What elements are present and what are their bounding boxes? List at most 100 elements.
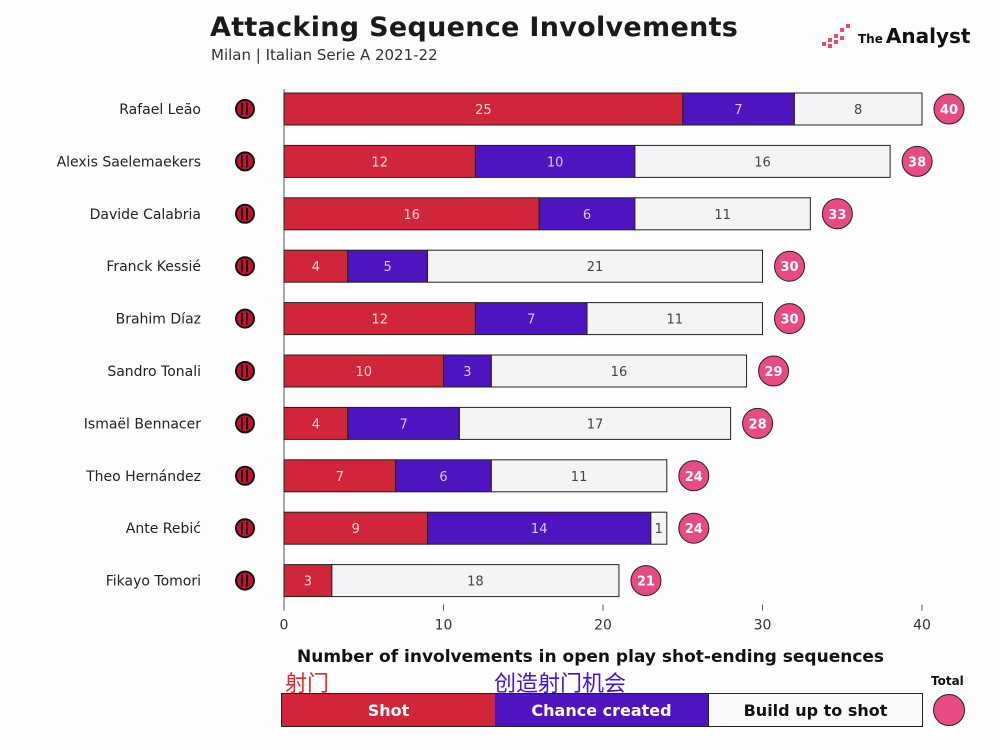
bar-segment-buildup — [650, 511, 668, 545]
club-crest-stripe — [241, 207, 243, 220]
total-value-label: 29 — [765, 365, 783, 380]
total-value-label: 33 — [828, 208, 846, 223]
bar-segment-shot — [283, 406, 349, 440]
bar-segment-buildup — [793, 92, 923, 126]
x-tick-label: 0 — [280, 618, 289, 634]
bar-segment-shot — [283, 354, 444, 388]
shot-annotation: 射门 — [285, 672, 330, 697]
bar-segment-shot — [283, 564, 333, 598]
bar-segment-chance — [474, 302, 588, 336]
bar-value-label: 9 — [352, 522, 360, 537]
player-label: Rafael Leão — [119, 102, 201, 118]
total-badge — [821, 198, 853, 230]
bar-segment-buildup — [586, 302, 763, 336]
total-badge — [678, 512, 710, 544]
bar-segment-shot — [283, 302, 476, 336]
bar-value-label: 11 — [571, 470, 588, 485]
bar-segment-chance — [427, 511, 652, 545]
legend-total-label: Total — [931, 674, 964, 688]
bar-segment-shot — [283, 144, 476, 178]
bar-value-label: 17 — [587, 417, 604, 432]
bar-segment-shot — [283, 197, 540, 231]
club-crest-icon — [235, 361, 255, 381]
club-crest-stripe — [241, 522, 243, 535]
club-crest-icon — [235, 465, 255, 486]
legend-shot: Shot — [282, 694, 495, 726]
total-badge — [742, 407, 774, 439]
bar-value-label: 14 — [531, 522, 548, 537]
brand-name: The Analyst — [858, 24, 970, 48]
bar-value-label: 1 — [655, 522, 663, 537]
bar-value-label: 16 — [611, 365, 628, 380]
bar-value-label: 11 — [667, 313, 684, 328]
total-value-label: 30 — [780, 313, 798, 328]
club-crest-stripe — [246, 207, 248, 220]
bar-segment-chance — [347, 406, 460, 440]
bar-segment-chance — [538, 197, 636, 231]
bar-value-label: 7 — [734, 103, 742, 118]
legend: Shot Chance created Build up to shot — [281, 693, 923, 727]
bar-value-label: 3 — [463, 365, 471, 380]
club-crest-stripe — [241, 365, 243, 377]
bar-value-label: 12 — [371, 155, 388, 170]
bar-segment-buildup — [490, 354, 748, 388]
club-crest-icon — [235, 518, 255, 539]
bar-value-label: 4 — [312, 260, 320, 275]
bar-segment-chance — [347, 249, 429, 283]
bar-segment-buildup — [458, 406, 732, 440]
bar-value-label: 12 — [371, 313, 388, 328]
bar-value-label: 11 — [714, 208, 731, 223]
bar-value-label: 4 — [312, 417, 320, 432]
bar-segment-buildup — [634, 197, 811, 231]
bar-segment-chance — [443, 354, 492, 388]
bar-value-label: 6 — [439, 470, 447, 485]
club-crest-icon — [235, 203, 255, 224]
club-crest-stripe — [241, 469, 243, 482]
player-label: Alexis Saelemaekers — [57, 154, 201, 170]
player-label: Davide Calabria — [90, 207, 201, 223]
x-tick-label: 10 — [435, 618, 453, 634]
x-tick-label: 20 — [594, 618, 612, 634]
club-crest-stripe — [241, 312, 243, 325]
legend-chance-created: Chance created — [495, 694, 708, 726]
total-badge — [774, 250, 805, 282]
club-crest-stripe — [246, 365, 248, 377]
total-badge — [933, 93, 965, 125]
bar-segment-buildup — [427, 249, 763, 283]
x-tick-label: 30 — [754, 618, 772, 634]
stacked-bar-chart: 0 10 20 30 40 Rafael Leão 25 7 8 40 Alexis Saelema… — [57, 89, 965, 634]
club-crest-icon — [235, 151, 255, 172]
club-crest-icon — [235, 256, 255, 277]
x-tick-label: 40 — [913, 618, 931, 634]
bar-value-label: 7 — [336, 470, 344, 485]
player-label: Ismaël Bennacer — [84, 416, 201, 432]
bar-value-label: 5 — [384, 260, 392, 275]
chart-subtitle: Milan | Italian Serie A 2021-22 — [211, 46, 438, 64]
bar-segment-buildup — [331, 564, 620, 598]
bar-value-label: 8 — [854, 103, 862, 118]
bar-value-label: 16 — [754, 155, 771, 170]
bar-segment-chance — [474, 144, 636, 178]
club-crest-stripe — [241, 155, 243, 168]
bar-segment-buildup — [490, 459, 668, 493]
total-value-label: 21 — [637, 575, 655, 590]
player-label: Franck Kessié — [106, 259, 201, 275]
player-label: Fikayo Tomori — [106, 574, 201, 590]
player-label: Sandro Tonali — [107, 364, 201, 380]
bar-value-label: 16 — [403, 208, 420, 223]
total-badge — [901, 145, 933, 177]
analyst-logo-icon — [822, 24, 850, 48]
bar-value-label: 7 — [527, 313, 535, 328]
legend-total-swatch — [933, 694, 965, 726]
total-value-label: 40 — [940, 103, 958, 118]
player-label: Ante Rebić — [126, 521, 201, 537]
total-value-label: 38 — [908, 155, 926, 170]
total-value-label: 24 — [685, 522, 703, 537]
club-crest-stripe — [241, 103, 243, 115]
club-crest-stripe — [246, 522, 248, 535]
player-label: Brahim Díaz — [116, 312, 201, 328]
bar-value-label: 21 — [587, 260, 604, 275]
club-crest-stripe — [246, 312, 248, 325]
club-crest-icon — [235, 570, 255, 591]
club-crest-stripe — [246, 574, 248, 587]
